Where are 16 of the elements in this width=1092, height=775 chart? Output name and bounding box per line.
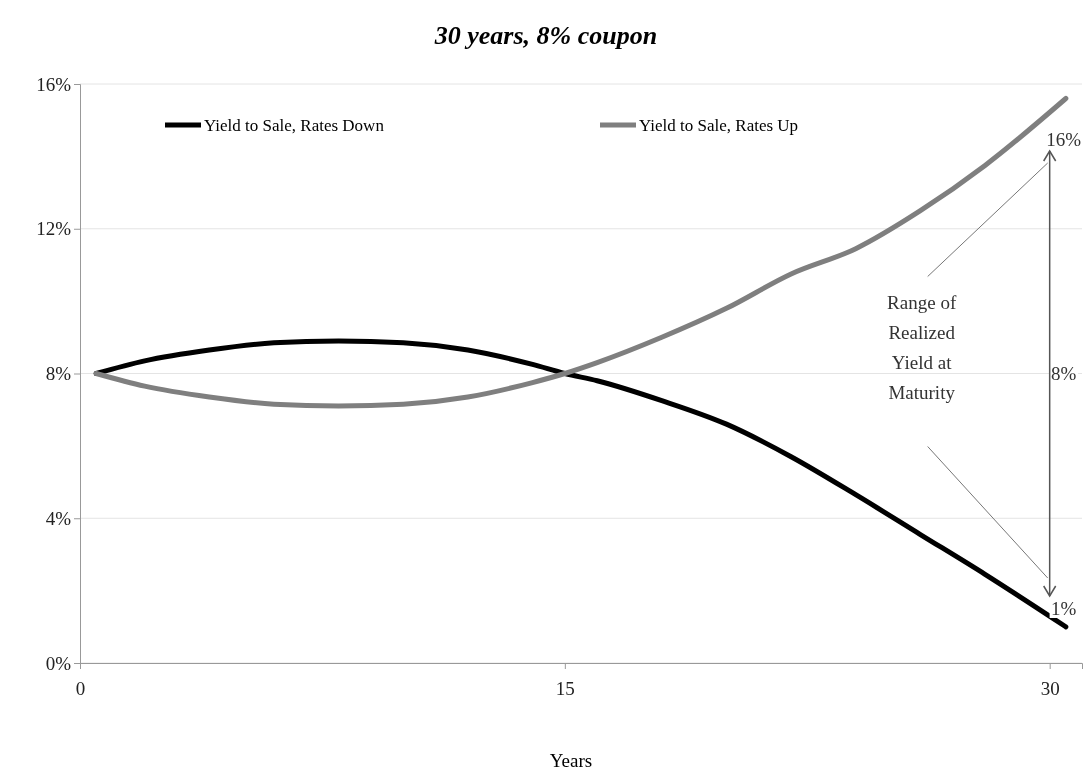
x-axis-title: Years xyxy=(549,750,593,771)
y-tick-label: 16% xyxy=(36,73,72,95)
annotation: Range of Realized Yield at Maturity xyxy=(887,291,957,403)
y-tick-label: 8% xyxy=(45,363,72,385)
annotation: 8% xyxy=(1051,363,1077,385)
annotation: 1% xyxy=(1051,597,1077,619)
y-tick-label: 12% xyxy=(36,218,72,240)
y-tick-label: 4% xyxy=(45,507,72,529)
legend-label: Yield to Sale, Rates Down xyxy=(204,115,385,135)
chart-title: 30 years, 8% coupon xyxy=(433,21,658,50)
x-tick-label: 0 xyxy=(75,677,86,699)
x-tick-label: 30 xyxy=(1040,677,1060,699)
x-tick-label: 15 xyxy=(555,677,575,699)
annotation: 16% xyxy=(1046,128,1082,150)
legend-label: Yield to Sale, Rates Up xyxy=(639,115,799,135)
y-tick-label: 0% xyxy=(45,652,72,674)
